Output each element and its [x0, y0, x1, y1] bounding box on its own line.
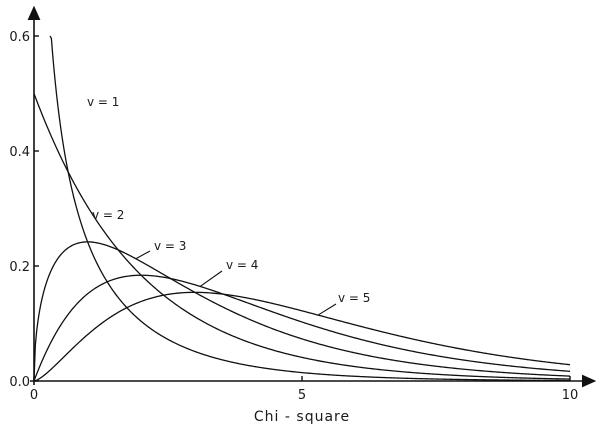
series-label-df5: v = 5 — [338, 291, 370, 305]
series-label-df2: v = 2 — [92, 208, 124, 222]
x-axis-title: Chi - square — [254, 409, 350, 425]
series-line-df5 — [33, 291, 571, 382]
series-line-df1 — [49, 35, 571, 382]
series-leader-line — [199, 270, 223, 287]
series-curves — [33, 35, 571, 382]
y-tick-label: 0.0 — [9, 375, 30, 390]
x-tick-label: 10 — [562, 388, 579, 403]
series-leader-line — [317, 303, 337, 316]
series-label-df3: v = 3 — [154, 239, 186, 253]
series-line-df3 — [33, 241, 571, 382]
series-labels: v = 1 v = 2 v = 3 v = 4 v = 5 — [87, 95, 370, 316]
y-tick-label: 0.6 — [9, 30, 30, 45]
series-line-df2 — [33, 93, 571, 380]
axes: 0.0 0.2 0.4 0.6 0 5 10 — [9, 5, 596, 403]
x-tick-label: 5 — [298, 388, 306, 403]
y-tick-label: 0.4 — [9, 145, 30, 160]
series-line-df4 — [33, 274, 571, 382]
y-tick-label: 0.2 — [9, 260, 30, 275]
series-label-df1: v = 1 — [87, 95, 119, 109]
series-label-df4: v = 4 — [226, 258, 258, 272]
series-leader-line — [135, 250, 151, 260]
x-tick-label: 0 — [30, 388, 38, 403]
